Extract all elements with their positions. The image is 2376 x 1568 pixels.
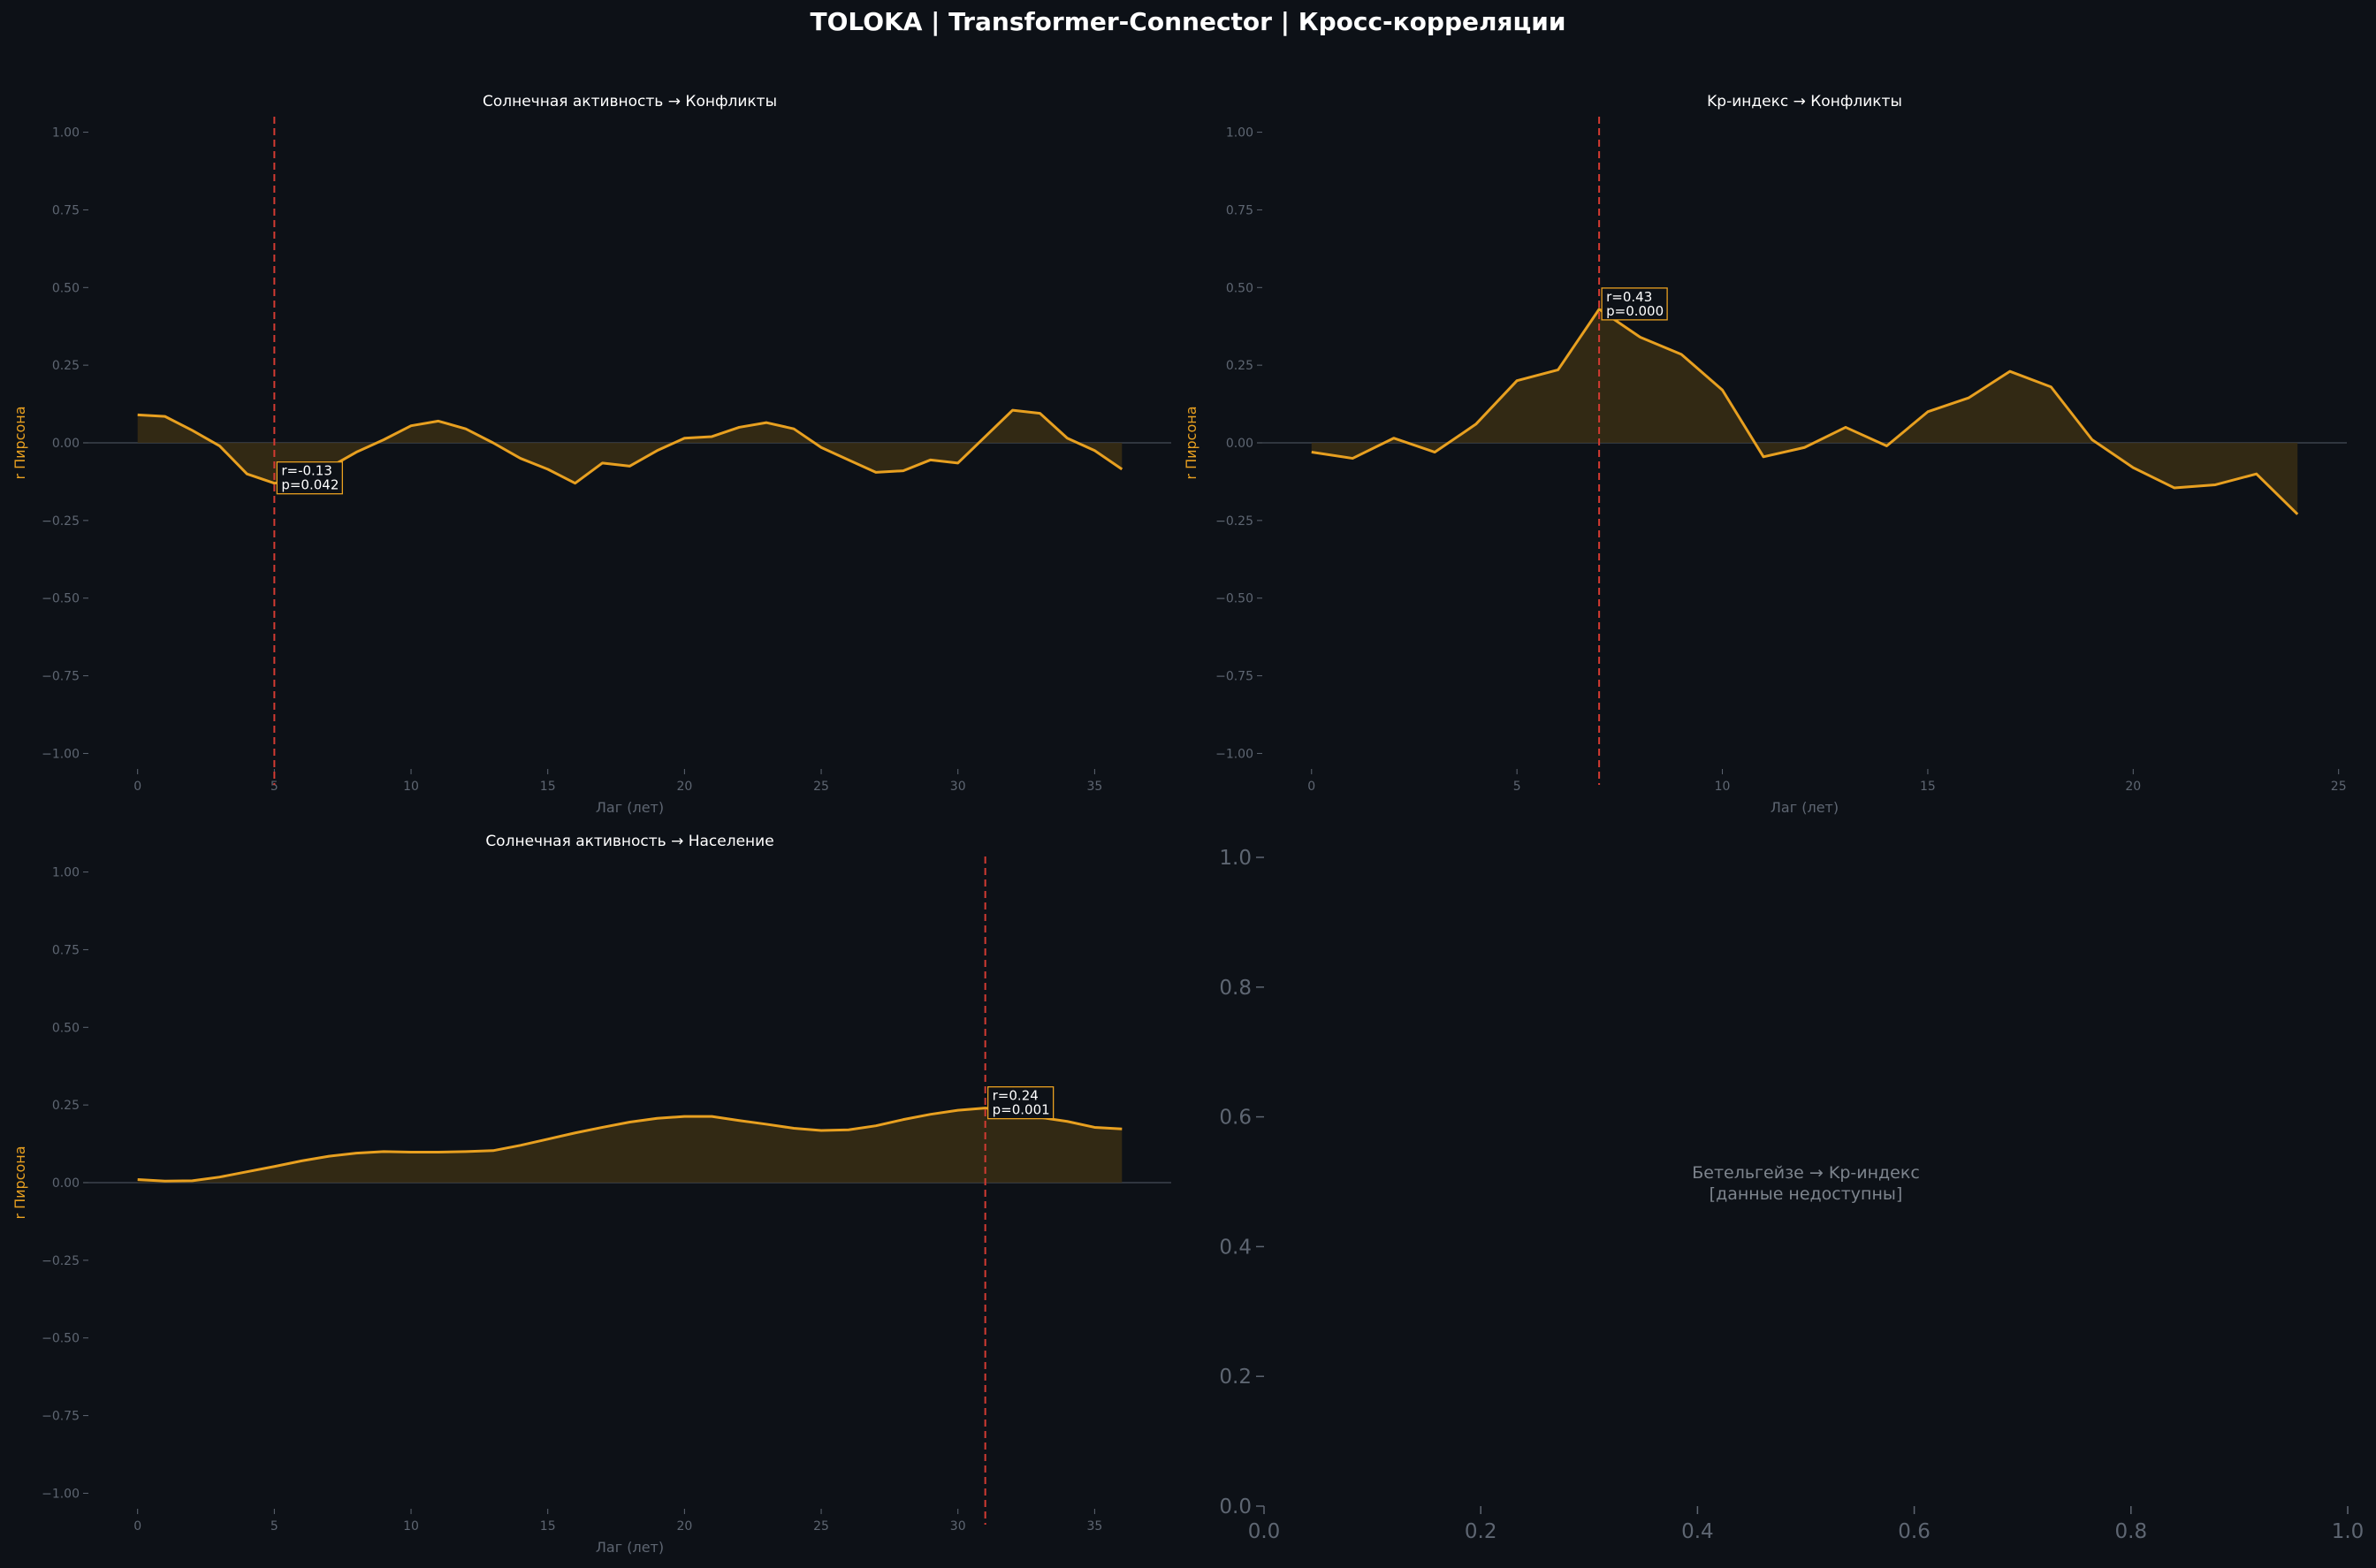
x-tick-label: 15 [1920, 780, 1936, 794]
correlation-area [1311, 308, 2298, 514]
x-tick-label: 30 [950, 1519, 966, 1534]
annotation-p: p=0.000 [1606, 303, 1664, 319]
annotation-box [1601, 287, 1668, 321]
y-tick-label: 0.75 [52, 943, 80, 957]
x-tick-label: 0.4 [1681, 1520, 1714, 1543]
y-axis-label: r Пирсона [11, 406, 28, 479]
y-tick-label: 0.00 [52, 437, 80, 451]
y-tick-label: −0.25 [42, 514, 80, 529]
y-tick-label: −0.75 [1215, 670, 1253, 684]
annotation-p: p=0.042 [281, 477, 339, 493]
x-tick-label: 20 [676, 780, 692, 794]
y-tick-label: −0.50 [1215, 592, 1253, 606]
y-tick-label: 0.75 [52, 203, 80, 217]
x-tick-label: 0 [1307, 780, 1315, 794]
x-tick-label: 0.0 [1248, 1520, 1281, 1543]
annotation-r: r=-0.13 [281, 463, 332, 479]
y-axis-label: r Пирсона [1183, 406, 1199, 479]
y-tick-label: 0.75 [1226, 203, 1253, 217]
x-tick-label: 0.2 [1465, 1520, 1497, 1543]
panel-3: Солнечная активность → Население 1.00 0.75… [11, 833, 1171, 1556]
y-tick-label: 1.00 [1226, 126, 1253, 141]
y-tick-label: 0.00 [52, 1176, 80, 1191]
panel-title: Солнечная активность → Конфликты [483, 93, 777, 110]
panel-title: Солнечная активность → Население [485, 833, 773, 850]
y-tick-label: 1.00 [52, 126, 80, 141]
y-tick-label: 0.50 [52, 1021, 80, 1035]
x-tick-label: 5 [270, 1519, 278, 1534]
y-tick-label: 0.6 [1219, 1107, 1252, 1130]
x-tick-label: 20 [676, 1519, 692, 1534]
y-tick-label: 0.2 [1219, 1366, 1252, 1389]
x-tick-label: 35 [1086, 780, 1102, 794]
correlation-area [137, 1107, 1123, 1183]
y-tick-label: −0.50 [42, 592, 80, 606]
y-tick-label: −0.50 [42, 1332, 80, 1346]
panel-1: Солнечная активность → Конфликты 1.00 0.75… [11, 93, 1171, 816]
x-tick-label: 10 [403, 780, 419, 794]
y-tick-label: 0.25 [52, 359, 80, 373]
y-tick-label: 0.00 [1226, 437, 1253, 451]
panel-2: Kp-индекс → Конфликты 1.00 0.75 0.50 0.25 0.0… [1183, 93, 2347, 816]
x-tick-label: 20 [2125, 780, 2141, 794]
x-axis-label: Лаг (лет) [596, 799, 664, 816]
x-tick-label: 5 [270, 780, 278, 794]
y-tick-label: 1.0 [1219, 847, 1252, 870]
x-tick-label: 35 [1086, 1519, 1102, 1534]
annotation-r: r=0.43 [1606, 289, 1652, 305]
annotation-p: p=0.001 [993, 1102, 1050, 1118]
x-tick-label: 5 [1513, 780, 1521, 794]
panel-4: 1.0 0.8 0.6 0.4 0.2 0.00.0 0.2 0.4 0.6 0.8 1.0 Бете… [1219, 847, 2364, 1543]
correlation-line [1311, 308, 2299, 515]
x-tick-label: 10 [403, 1519, 419, 1534]
y-tick-label: 1.00 [52, 866, 80, 880]
x-tick-label: 15 [540, 780, 556, 794]
x-tick-label: 0.8 [2115, 1520, 2148, 1543]
x-axis-label: Лаг (лет) [1771, 799, 1839, 816]
y-axis-label: r Пирсона [11, 1146, 28, 1219]
x-tick-label: 10 [1715, 780, 1731, 794]
y-tick-label: 0.25 [52, 1099, 80, 1113]
no-data-message: Бетельгейзе → Kp-индекс [1692, 1163, 1920, 1183]
y-tick-label: −0.75 [42, 1410, 80, 1424]
y-tick-label: −0.25 [42, 1254, 80, 1268]
x-axis-label: Лаг (лет) [596, 1539, 664, 1556]
figure-title: TOLOKA | Transformer-Connector | Кросс-к… [810, 7, 1566, 36]
x-tick-label: 0 [133, 1519, 141, 1534]
y-tick-label: −0.25 [1215, 514, 1253, 529]
y-tick-label: −0.75 [42, 670, 80, 684]
y-tick-label: 0.8 [1219, 977, 1252, 1000]
y-tick-label: −1.00 [1215, 747, 1253, 761]
x-tick-label: 25 [2331, 780, 2347, 794]
correlation-line [137, 1107, 1123, 1183]
y-tick-label: 0.50 [52, 281, 80, 295]
panel-title: Kp-индекс → Конфликты [1707, 93, 1902, 110]
x-tick-label: 0.6 [1898, 1520, 1930, 1543]
y-tick-label: 0.25 [1226, 359, 1253, 373]
annotation-r: r=0.24 [993, 1088, 1039, 1104]
annotation-box [276, 461, 344, 495]
y-tick-label: 0.0 [1219, 1496, 1252, 1519]
y-tick-label: −1.00 [42, 1487, 80, 1501]
annotation-box [986, 1086, 1055, 1120]
correlation-area [137, 410, 1123, 483]
y-tick-label: 0.50 [1226, 281, 1253, 295]
no-data-note: [данные недоступны] [1710, 1184, 1903, 1204]
y-tick-label: −1.00 [42, 747, 80, 761]
x-tick-label: 30 [950, 780, 966, 794]
x-tick-label: 1.0 [2332, 1520, 2365, 1543]
y-tick-label: 0.4 [1219, 1236, 1252, 1259]
x-tick-label: 15 [540, 1519, 556, 1534]
x-tick-label: 25 [813, 780, 829, 794]
x-tick-label: 0 [133, 780, 141, 794]
x-tick-label: 25 [813, 1519, 829, 1534]
